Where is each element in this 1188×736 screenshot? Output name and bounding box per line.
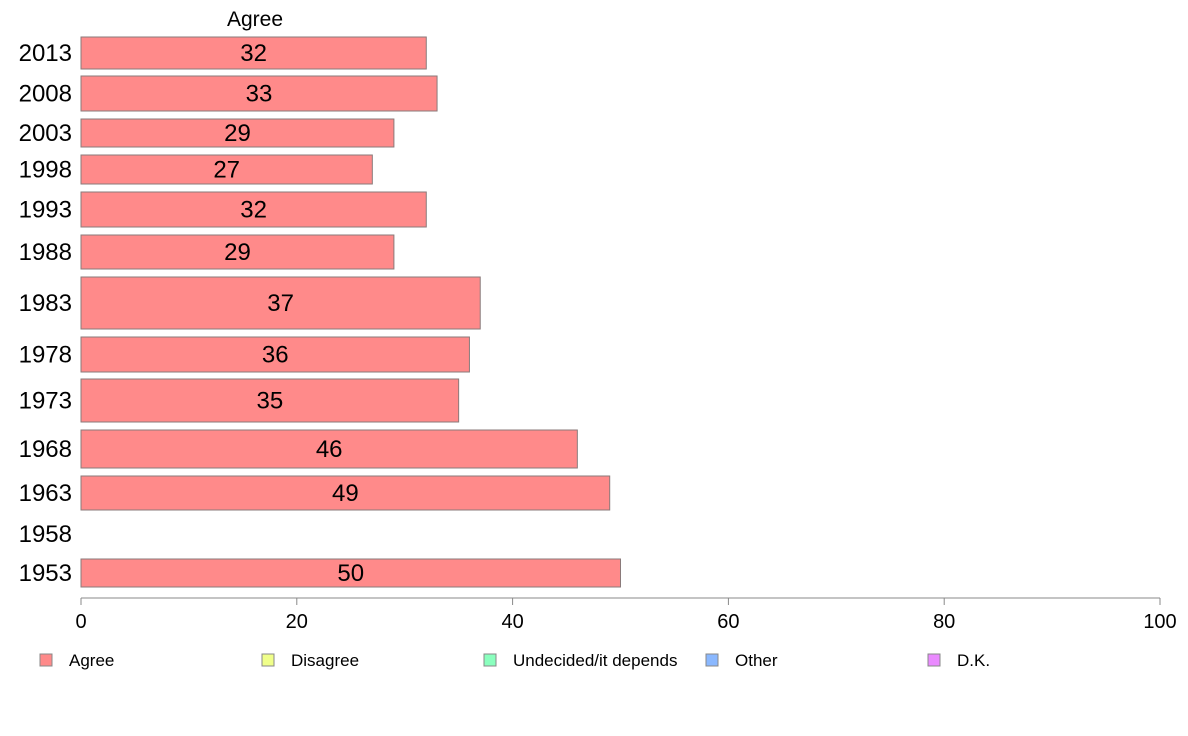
legend-swatch (927, 653, 941, 667)
legend-swatch (483, 653, 497, 667)
bar-value-label: 29 (224, 239, 251, 266)
bar-value-label: 46 (316, 436, 343, 463)
bar (80, 276, 481, 330)
bar (80, 118, 395, 148)
bar (80, 191, 427, 228)
bar-value-label: 27 (213, 157, 240, 184)
x-tick-label: 60 (717, 611, 739, 633)
x-tick-label: 40 (501, 611, 523, 633)
category-label: 2008 (19, 81, 72, 108)
category-label: 1983 (19, 290, 72, 317)
category-label: 1963 (19, 480, 72, 507)
bar-value-label: 32 (240, 197, 267, 224)
legend-label: Disagree (291, 651, 359, 670)
legend-label: D.K. (957, 651, 990, 670)
x-tick-label: 0 (75, 611, 86, 633)
bar-value-label: 33 (246, 81, 273, 108)
bar (80, 36, 427, 70)
bar (80, 75, 438, 112)
bar-value-label: 29 (224, 120, 251, 147)
bar-value-label: 32 (240, 40, 267, 67)
x-tick-label: 100 (1143, 611, 1176, 633)
bar-value-label: 37 (267, 290, 294, 317)
bar (80, 336, 470, 373)
legend-label: Other (735, 651, 778, 670)
category-label: 1953 (19, 560, 72, 587)
bar (80, 234, 395, 270)
bar-value-label: 49 (332, 480, 359, 507)
category-label: 1973 (19, 388, 72, 415)
x-axis: 0 20 40 60 80 100 (75, 597, 1177, 633)
bars-group: 2013 32 2008 33 2003 29 1998 27 1993 32 1988 29 1983… (19, 36, 621, 588)
bar-value-label: 50 (337, 560, 364, 587)
x-tick-label: 20 (286, 611, 308, 633)
bar (80, 429, 578, 469)
bar (80, 154, 373, 185)
bar (80, 378, 460, 423)
bar (80, 558, 621, 588)
legend: Agree Disagree Undecided/it depends Other D.… (39, 651, 990, 670)
legend-label: Undecided/it depends (513, 651, 677, 670)
legend-swatch (705, 653, 719, 667)
legend-swatch (39, 653, 53, 667)
category-label: 2013 (19, 40, 72, 67)
category-label: 1998 (19, 157, 72, 184)
x-tick-label: 80 (933, 611, 955, 633)
bar (80, 475, 611, 511)
category-label: 1978 (19, 342, 72, 369)
bar-value-label: 35 (256, 388, 283, 415)
legend-label: Agree (69, 651, 114, 670)
bar-value-label: 36 (262, 342, 289, 369)
legend-swatch (261, 653, 275, 667)
category-label: 1958 (19, 521, 72, 548)
category-label: 2003 (19, 120, 72, 147)
series-header: Agree (227, 8, 283, 31)
category-label: 1993 (19, 197, 72, 224)
category-label: 1988 (19, 239, 72, 266)
category-label: 1968 (19, 436, 72, 463)
